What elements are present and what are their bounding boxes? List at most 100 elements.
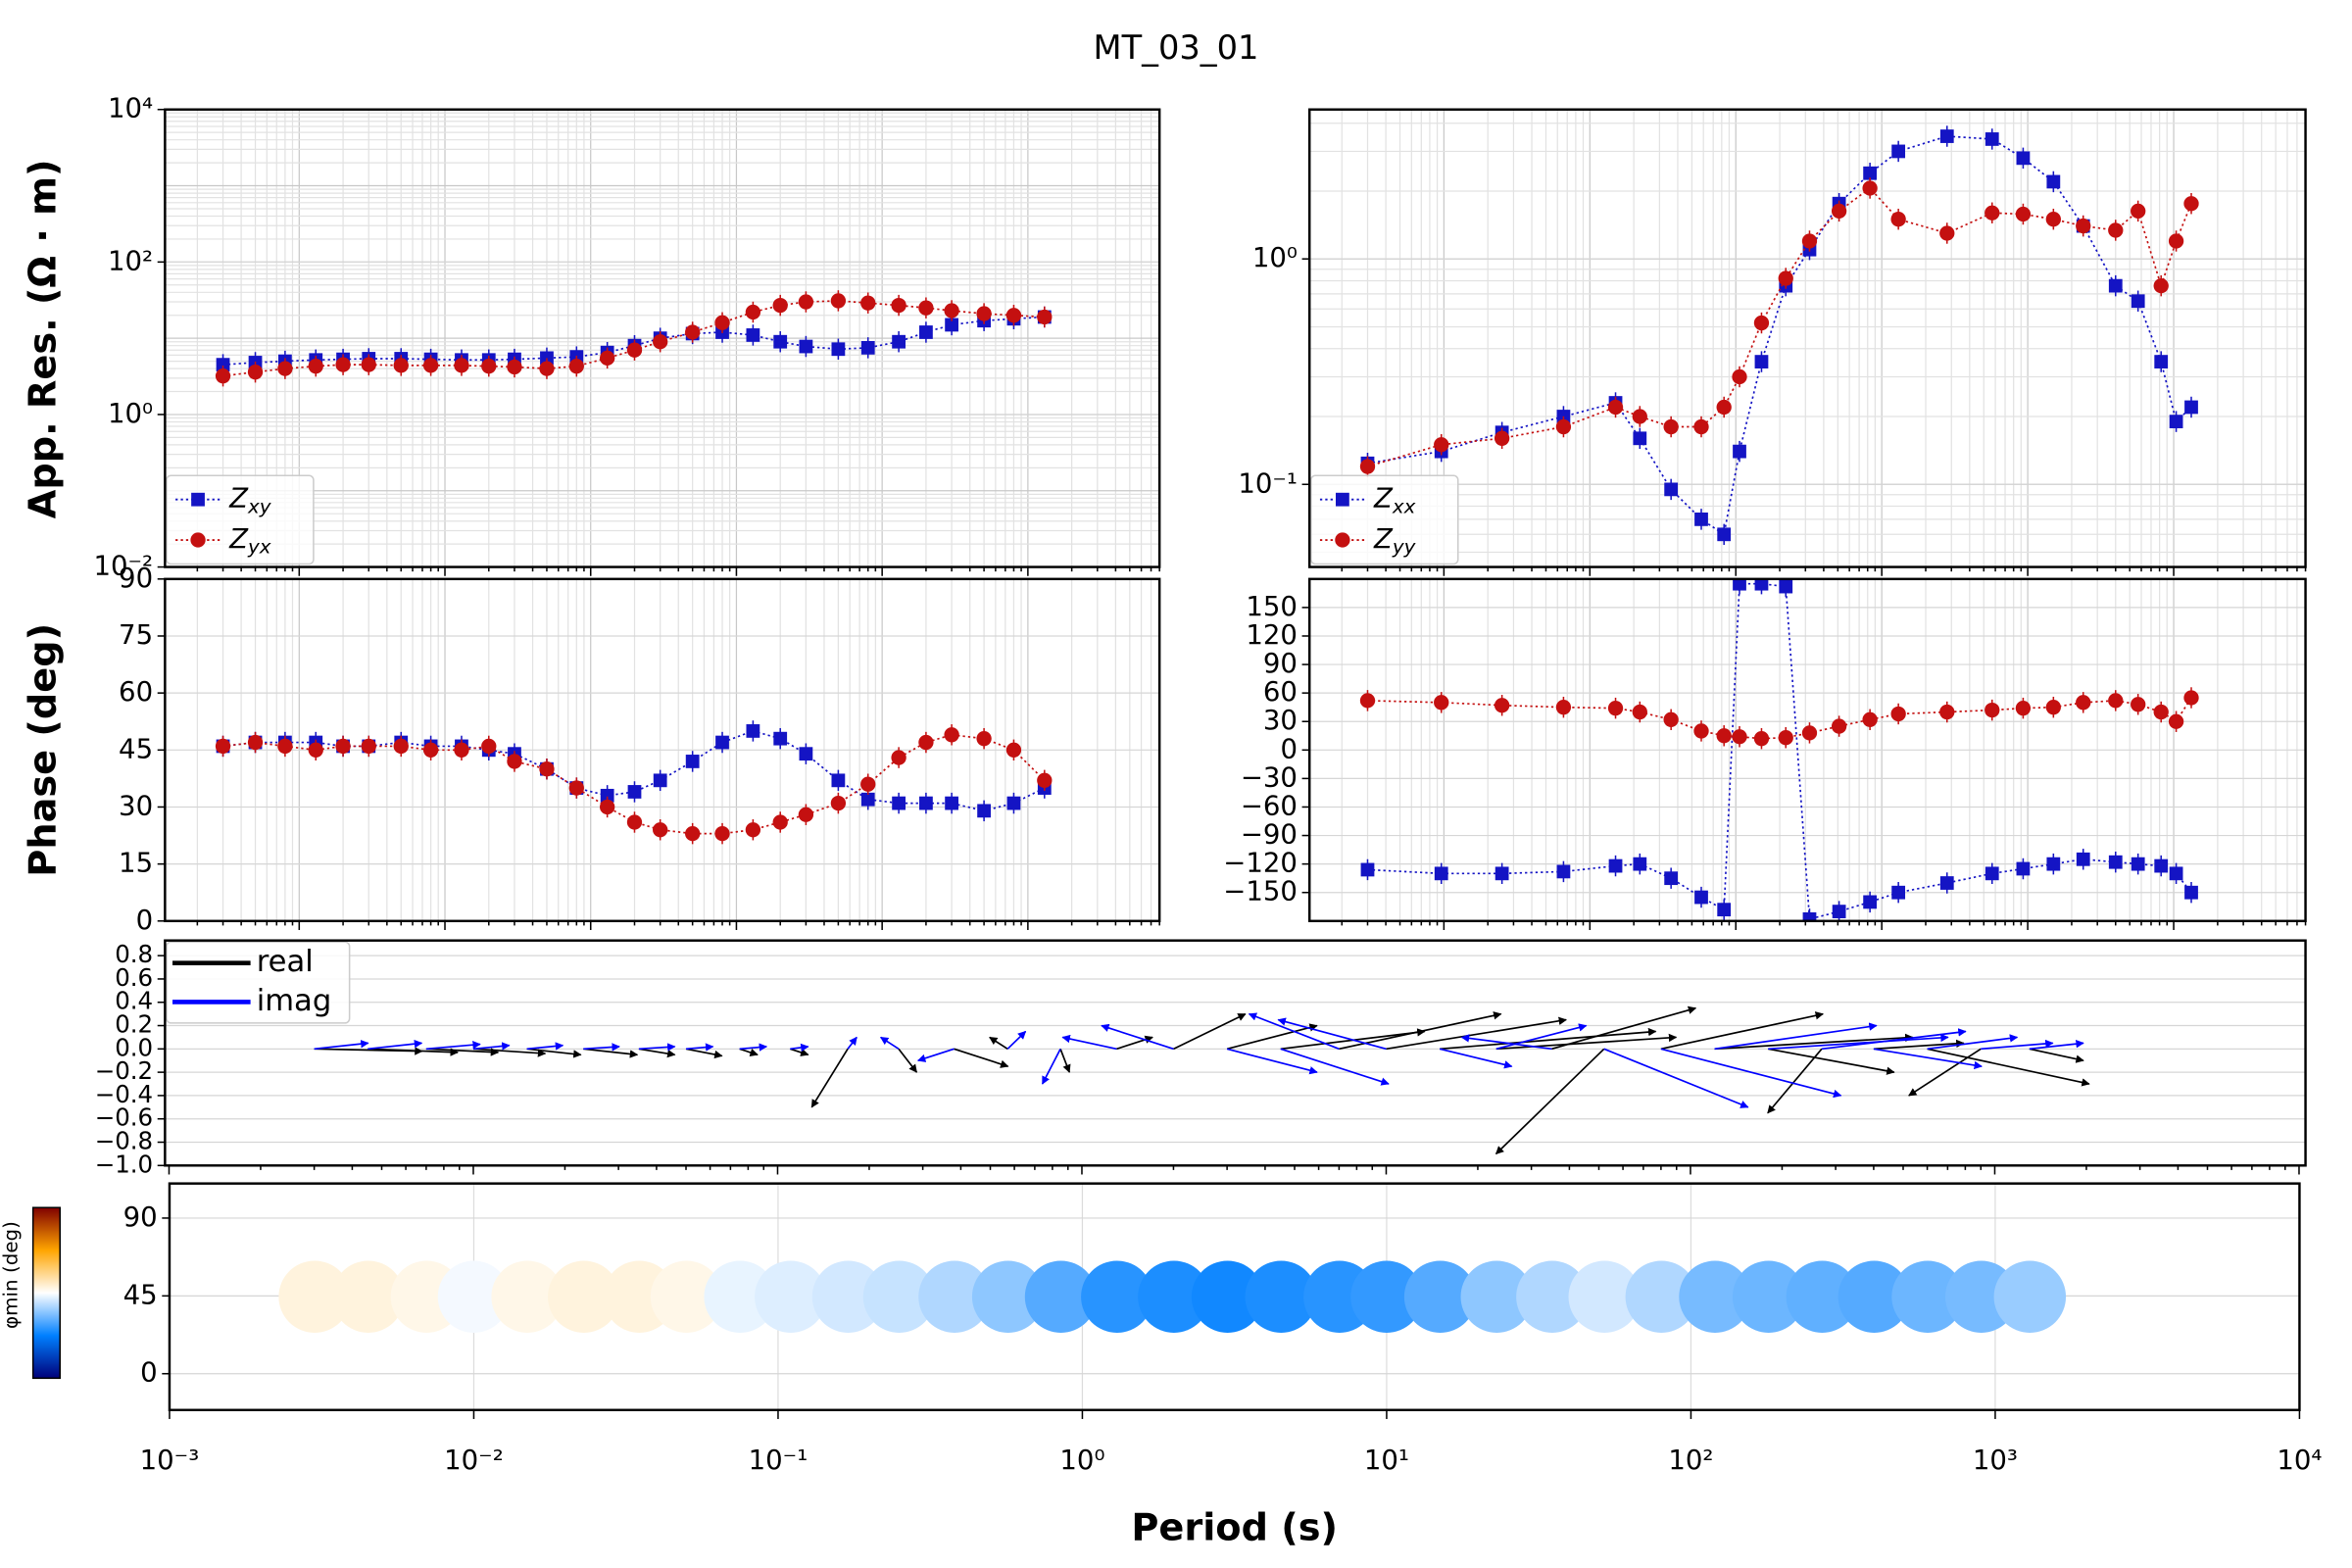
phase-tensor-ellipse xyxy=(1679,1260,1751,1333)
x-tick-label: 10¹ xyxy=(1364,1445,1409,1476)
tipper-arrow xyxy=(1460,1034,1552,1051)
tipper-arrow xyxy=(638,1043,676,1052)
marker xyxy=(568,780,584,796)
marker xyxy=(1663,711,1679,727)
marker xyxy=(1801,233,1818,249)
marker xyxy=(976,306,992,321)
tipper-arrow xyxy=(1660,1011,1825,1051)
y-tick-label: 90 xyxy=(119,563,153,594)
series-line xyxy=(222,733,1046,835)
tipper-arrow xyxy=(1927,1034,2019,1051)
tipper-arrow xyxy=(1714,1022,1878,1051)
marker xyxy=(2108,222,2124,238)
marker xyxy=(1754,578,1769,591)
marker xyxy=(1434,866,1448,881)
y-tick-label: −120 xyxy=(1223,848,1298,879)
marker xyxy=(798,807,814,822)
marker xyxy=(568,359,584,374)
marker xyxy=(976,731,992,747)
marker xyxy=(2016,151,2031,166)
y-tick-label: −0.4 xyxy=(95,1080,153,1108)
marker xyxy=(1717,527,1732,542)
x-tick-label: 10⁰ xyxy=(1059,1445,1104,1476)
marker xyxy=(745,822,761,838)
marker xyxy=(1863,166,1878,180)
marker xyxy=(1037,309,1053,325)
marker xyxy=(714,825,730,842)
marker xyxy=(1005,308,1022,323)
marker xyxy=(1984,205,2000,220)
tipper-arrow xyxy=(1226,1048,1318,1075)
phase-tensor-ellipse xyxy=(437,1260,511,1333)
marker xyxy=(1717,903,1732,917)
marker xyxy=(685,825,701,842)
tipper-arrow xyxy=(1768,1048,1895,1075)
marker xyxy=(1753,315,1770,331)
marker xyxy=(892,334,906,349)
marker xyxy=(600,350,615,367)
marker xyxy=(799,339,813,354)
marker xyxy=(714,315,730,330)
marker xyxy=(1555,418,1572,435)
marker xyxy=(2076,218,2091,234)
tipper-arrow xyxy=(1101,1023,1174,1051)
legend-label: imag xyxy=(257,984,332,1018)
marker xyxy=(2131,203,2146,220)
marker xyxy=(2183,690,2199,706)
marker xyxy=(2131,857,2145,871)
marker xyxy=(454,358,469,373)
x-tick-label: 10⁴ xyxy=(2277,1445,2322,1476)
marker xyxy=(1556,864,1571,879)
marker xyxy=(277,361,293,376)
legend-label: Zxy xyxy=(228,483,271,517)
y-axis-label: Phase (deg) xyxy=(21,623,65,877)
marker xyxy=(1802,911,1817,921)
marker xyxy=(945,318,958,332)
marker xyxy=(860,295,876,311)
marker xyxy=(1831,203,1847,220)
marker xyxy=(746,328,760,342)
marker xyxy=(507,754,522,769)
marker xyxy=(1779,579,1793,594)
tipper-arrow xyxy=(472,1042,511,1051)
marker xyxy=(308,742,323,758)
y-tick-label: 10⁰ xyxy=(1252,242,1298,273)
marker xyxy=(1664,482,1679,497)
marker xyxy=(215,368,231,384)
tipper-arrow xyxy=(526,1042,564,1051)
marker xyxy=(2154,858,2169,873)
marker xyxy=(831,342,846,357)
marker xyxy=(918,300,934,316)
tipper-arrow xyxy=(898,1048,918,1073)
tipper-arrow xyxy=(1908,1048,1982,1097)
marker xyxy=(799,747,813,761)
phase-tensor-ellipse xyxy=(491,1260,564,1333)
marker xyxy=(1694,890,1708,905)
y-tick-label: 0.0 xyxy=(115,1033,153,1061)
y-tick-label: 10² xyxy=(108,245,153,276)
panel-frame xyxy=(1308,108,2307,568)
marker xyxy=(1434,695,1449,710)
marker xyxy=(600,799,615,815)
y-axis-label: App. Res. (Ω · m) xyxy=(21,160,65,519)
y-tick-label: 10⁻² xyxy=(93,551,153,582)
marker xyxy=(944,303,959,318)
marker xyxy=(1891,885,1906,900)
marker xyxy=(653,822,668,838)
marker xyxy=(1732,368,1747,385)
tipper-arrow xyxy=(1248,1012,1340,1051)
marker xyxy=(539,361,555,376)
tipper-arrow xyxy=(1061,1034,1117,1051)
marker xyxy=(2184,400,2198,415)
tipper-arrow xyxy=(1768,1033,1949,1051)
panel-frame xyxy=(1308,577,2307,923)
marker xyxy=(1664,871,1679,886)
tipper-arrow xyxy=(425,1048,500,1056)
marker xyxy=(2153,277,2169,294)
phase-tensor-ellipse xyxy=(704,1260,776,1333)
marker xyxy=(335,357,351,372)
tipper-arrow xyxy=(1495,1023,1588,1051)
tipper-arrow xyxy=(1439,1048,1513,1069)
marker xyxy=(1037,772,1053,788)
